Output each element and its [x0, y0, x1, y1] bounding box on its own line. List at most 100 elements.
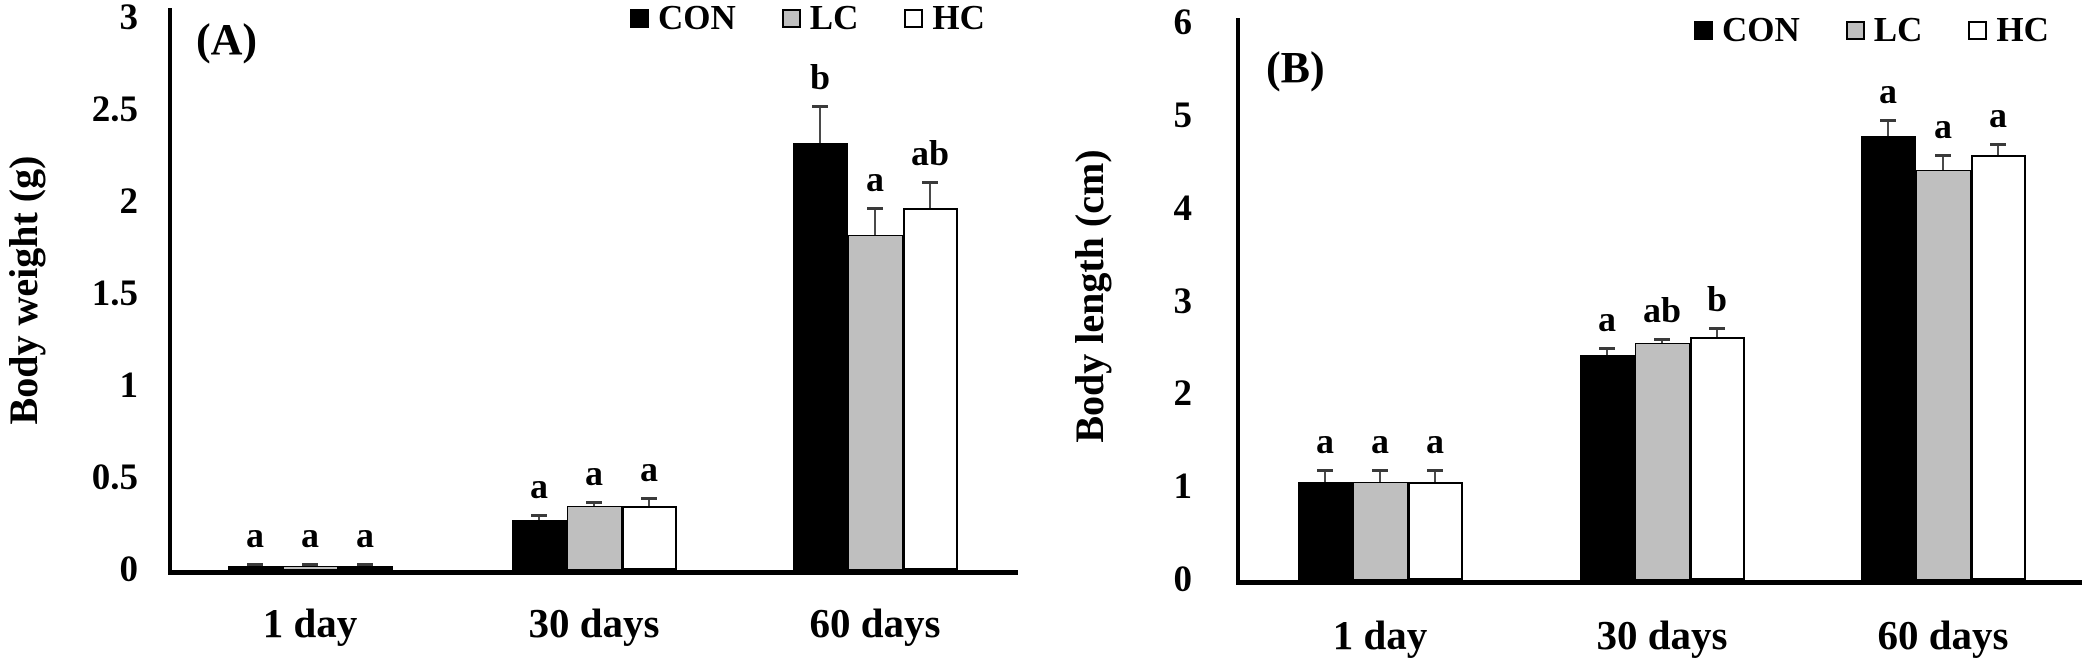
sig-letter: a: [640, 449, 658, 490]
bar-con-1-day: [1297, 481, 1353, 580]
sig-letter: a: [301, 515, 319, 556]
sig-letter: a: [246, 515, 264, 556]
bar-lc-30-days: [566, 505, 622, 570]
sig-letter: a: [1879, 70, 1897, 111]
error-bar-cap: [1709, 326, 1725, 330]
y-tick-label: 4: [1173, 187, 1193, 229]
x-category-label: 60 days: [1877, 612, 2009, 658]
legend-item-lc: LC: [781, 0, 859, 37]
bar-con-30-days: [1579, 355, 1635, 580]
legend-item-con: CON: [1694, 12, 1800, 47]
error-bar-line: [1942, 154, 1944, 170]
error-bar-cap: [302, 563, 318, 567]
legend-swatch-hc: [904, 8, 924, 28]
bar-hc-30-days: [621, 505, 677, 570]
error-bar-line: [1887, 119, 1889, 137]
y-tick-label: 0: [1173, 559, 1193, 600]
error-bar-cap: [247, 563, 263, 567]
error-bar-cap: [1427, 469, 1443, 473]
sig-letter: a: [1426, 421, 1444, 462]
x-category-label: 1 day: [262, 600, 358, 646]
sig-letter: a: [1989, 94, 2007, 135]
error-bar-line: [1324, 470, 1326, 482]
y-tick-label: 0: [119, 549, 139, 590]
error-bar-cap: [1372, 469, 1388, 473]
error-bar-line: [1661, 338, 1663, 344]
legend-label-con: CON: [658, 0, 736, 37]
sig-letter: a: [356, 515, 374, 556]
panel-letter-b: (B): [1266, 43, 1325, 92]
error-bar-cap: [1880, 118, 1896, 122]
error-bar-cap: [812, 105, 828, 109]
bar-hc-1-day: [337, 566, 393, 571]
legend-b: CON LC HC: [1694, 10, 2049, 49]
bar-hc-60-days: [902, 207, 958, 570]
legend-item-lc: LC: [1845, 10, 1923, 49]
legend-label-lc: LC: [1873, 10, 1923, 49]
y-tick-label: 5: [1173, 95, 1193, 136]
y-tick-label: 3: [119, 0, 139, 38]
legend-swatch-hc: [1968, 20, 1988, 40]
error-bar-line: [929, 181, 931, 208]
bar-con-60-days: [792, 143, 848, 570]
bar-hc-60-days: [1970, 154, 2026, 580]
error-bar-line: [1716, 327, 1718, 337]
x-category-label: 1 day: [1332, 612, 1428, 658]
panel-letter-a: (A): [196, 15, 258, 64]
legend-swatch-lc: [781, 8, 801, 28]
error-bar-cap: [531, 513, 547, 517]
y-axis-line: [168, 8, 172, 575]
error-bar-line: [819, 106, 821, 144]
error-bar-line: [1379, 470, 1381, 482]
bar-hc-1-day: [1407, 481, 1463, 580]
sig-letter: ab: [910, 132, 950, 173]
legend-item-hc: HC: [1968, 12, 2049, 47]
legend-label-lc: LC: [809, 0, 859, 37]
error-bar-cap: [1935, 153, 1951, 157]
error-bar-line: [648, 498, 650, 506]
sig-letter: ab: [1642, 289, 1682, 330]
sig-letter: a: [1934, 105, 1952, 146]
error-bar-line: [1606, 348, 1608, 356]
error-bar-cap: [641, 497, 657, 501]
error-bar-cap: [1599, 347, 1615, 350]
bar-hc-30-days: [1689, 336, 1745, 580]
legend-swatch-con: [630, 8, 649, 28]
y-tick-label: 1: [1173, 466, 1193, 508]
sig-letter: b: [1706, 278, 1728, 319]
y-tick-label: 2: [1173, 373, 1193, 415]
bar-lc-30-days: [1634, 343, 1690, 580]
bar-lc-1-day: [282, 566, 338, 570]
bar-con-60-days: [1860, 136, 1916, 580]
bar-lc-1-day: [1352, 481, 1408, 580]
error-bar-line: [538, 514, 540, 521]
y-tick-label: 1: [119, 365, 139, 406]
x-axis-line: [1236, 580, 2082, 585]
error-bar-cap: [1990, 142, 2006, 146]
error-bar-line: [1434, 470, 1436, 482]
y-tick-label: 2.5: [91, 89, 138, 130]
error-bar-cap: [1654, 337, 1670, 341]
x-category-label: 30 days: [528, 600, 660, 646]
error-bar-cap: [586, 500, 602, 504]
bar-con-30-days: [511, 520, 567, 570]
bar-lc-60-days: [1915, 169, 1971, 580]
bar-con-1-day: [227, 566, 283, 570]
x-axis-line: [168, 570, 1018, 575]
error-bar-cap: [922, 180, 938, 184]
x-category-label: 30 days: [1596, 612, 1728, 658]
y-tick-label: 6: [1173, 2, 1193, 44]
error-bar-cap: [867, 206, 883, 210]
legend-swatch-lc: [1845, 20, 1865, 40]
legend-a: CON LC HC: [630, 0, 985, 37]
legend-item-con: CON: [630, 0, 736, 37]
sig-letter: b: [809, 57, 831, 98]
y-tick-label: 0.5: [91, 457, 138, 498]
sig-letter: a: [530, 465, 548, 506]
y-tick-label: 1.5: [91, 273, 138, 314]
sig-letter: a: [1316, 421, 1334, 462]
y-axis-line: [1236, 18, 1240, 585]
x-category-label: 60 days: [809, 600, 941, 646]
bar-lc-60-days: [847, 235, 903, 570]
y-tick-label: 3: [1173, 280, 1193, 322]
